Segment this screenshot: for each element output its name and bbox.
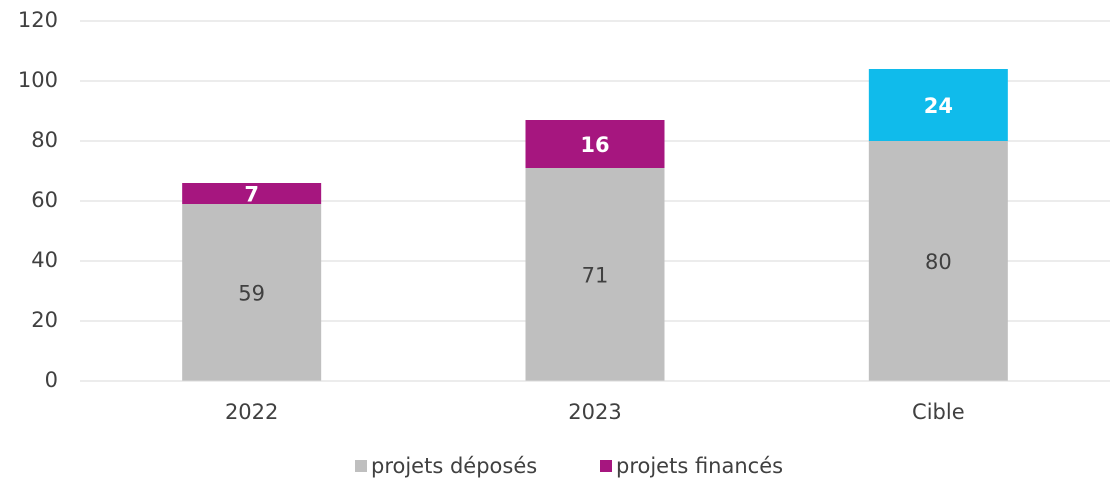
- y-tick-label: 100: [18, 68, 58, 92]
- y-tick-label: 20: [31, 308, 58, 332]
- data-label: 59: [238, 282, 265, 306]
- legend-swatch: [355, 460, 367, 472]
- y-tick-label: 80: [31, 128, 58, 152]
- data-label: 16: [580, 133, 609, 157]
- y-tick-label: 120: [18, 8, 58, 32]
- x-tick-label: 2023: [568, 400, 621, 424]
- bar-segment: [525, 120, 665, 168]
- legend-label: projets financés: [616, 454, 783, 478]
- data-label: 7: [244, 183, 259, 207]
- bar-segment: [868, 69, 1008, 141]
- data-label: 80: [925, 250, 952, 274]
- x-tick-label: 2022: [225, 400, 278, 424]
- bar-segment: [868, 141, 1008, 381]
- y-tick-label: 40: [31, 248, 58, 272]
- bar-segment: [182, 204, 322, 381]
- x-tick-label: Cible: [912, 400, 965, 424]
- legend-swatch: [600, 460, 612, 472]
- data-label: 24: [924, 94, 953, 118]
- legend-label: projets déposés: [371, 454, 537, 478]
- bar-segment: [525, 168, 665, 381]
- data-label: 71: [582, 264, 609, 288]
- bar-segment: [182, 183, 322, 204]
- y-tick-label: 60: [31, 188, 58, 212]
- y-tick-label: 0: [45, 368, 58, 392]
